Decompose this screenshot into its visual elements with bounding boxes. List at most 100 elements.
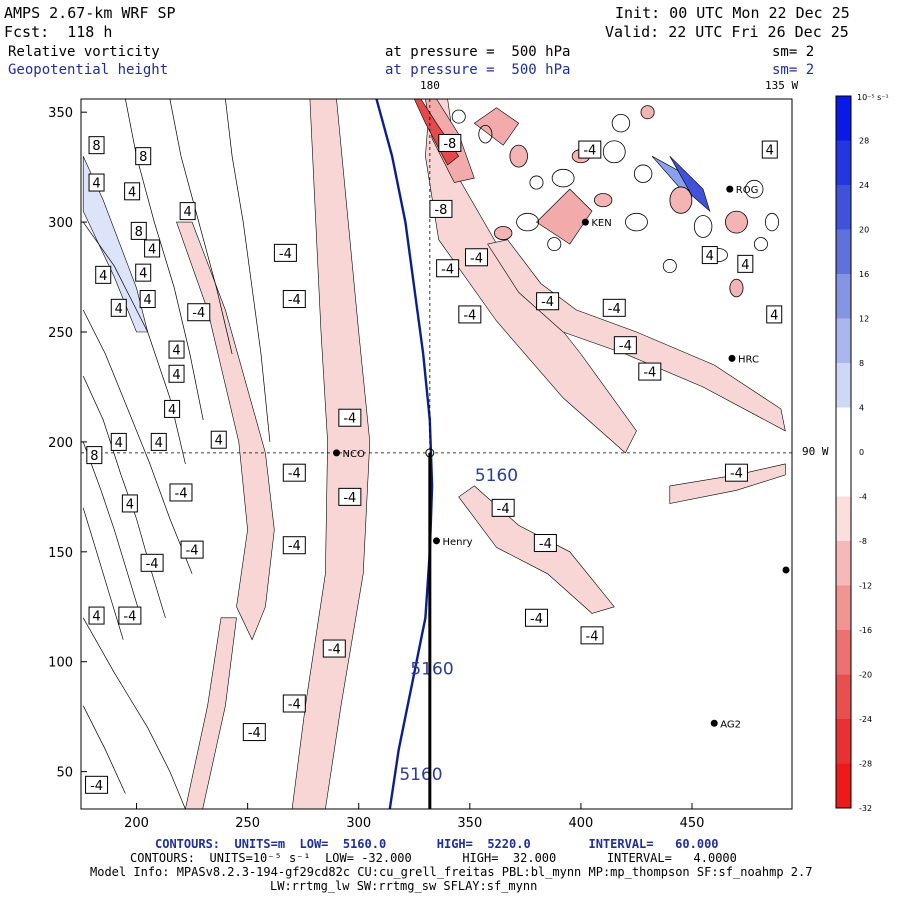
vort-label-text: 4 <box>148 242 156 257</box>
edge-marker <box>782 566 790 574</box>
colorbar-level: -32 <box>859 804 872 813</box>
vort-label: -4 <box>724 463 748 482</box>
vort-label-text: -4 <box>186 544 199 559</box>
vort-label-text: -4 <box>288 697 301 712</box>
vort-label-text: -4 <box>541 295 554 310</box>
colorbar-level: -16 <box>859 626 872 635</box>
vort-label-box <box>464 248 488 267</box>
vort-label-box <box>524 608 548 627</box>
vort-label: -4 <box>118 606 142 625</box>
vort-label: 4 <box>124 182 141 201</box>
vort-label: -4 <box>282 463 306 482</box>
y-tick-label: 200 <box>48 436 73 451</box>
vort-label-box <box>282 694 306 713</box>
vort-label-text: 8 <box>139 150 147 165</box>
vort-label: -4 <box>536 292 560 311</box>
vort-label-text: -4 <box>123 610 136 625</box>
vort-label-text: 4 <box>144 293 152 308</box>
colorbar-level: 20 <box>859 226 869 235</box>
vort-label-box <box>578 140 602 159</box>
height-contour-5160 <box>375 99 434 809</box>
vort-blob-23 <box>478 124 493 144</box>
vort-label-box <box>536 292 560 311</box>
vort-label: 4 <box>110 298 127 317</box>
vort-band-12 <box>82 156 149 333</box>
vort-label-box <box>179 202 196 221</box>
vort-blob-9 <box>725 210 748 234</box>
lon-90w-label: 90 W <box>802 445 829 458</box>
vort-contour-3 <box>82 441 142 618</box>
vort-blob-18 <box>729 278 744 298</box>
vort-label-text: -4 <box>586 629 599 644</box>
colorbar-unit: 10⁻⁵ s⁻¹ <box>857 93 889 102</box>
vort-contour-8 <box>82 617 186 809</box>
height-contours: 5160 5160 5160 <box>375 99 518 809</box>
field2-level: at pressure = 500 hPa <box>385 62 571 78</box>
colorbar-frame <box>835 95 852 809</box>
vort-band-0 <box>291 99 371 809</box>
y-tick-label: 150 <box>48 546 73 561</box>
vort-label: 4 <box>761 140 778 159</box>
vort-label: 4 <box>179 202 196 221</box>
vort-label-box <box>491 498 515 517</box>
vort-label: -4 <box>85 775 109 794</box>
colorbar-segment <box>836 630 851 675</box>
vort-label: -4 <box>242 723 266 742</box>
vort-label: 4 <box>766 305 783 324</box>
vort-label-box <box>135 147 152 166</box>
vort-label-text: 4 <box>155 436 163 451</box>
vort-blob-13 <box>516 212 539 232</box>
colorbar-level: -24 <box>859 715 872 724</box>
station-label: ROG <box>736 185 759 196</box>
vort-label-box <box>110 298 127 317</box>
vort-label-box <box>121 494 138 513</box>
vort-label-box <box>85 775 109 794</box>
height-label-1: 5160 <box>410 659 453 679</box>
vort-label-box <box>130 221 147 240</box>
colorbar-level: -12 <box>859 582 872 591</box>
vort-label-text: 4 <box>128 185 136 200</box>
vort-label: -4 <box>578 140 602 159</box>
vort-label-box <box>273 243 297 262</box>
vort-band-9 <box>473 107 520 146</box>
vort-label-box <box>242 723 266 742</box>
colorbar-segment <box>836 363 851 408</box>
colorbar-segment <box>836 229 851 275</box>
vort-label-box <box>110 432 127 451</box>
vort-label-box <box>724 463 748 482</box>
vort-label-text: 4 <box>184 205 192 220</box>
vort-contour-9 <box>82 705 126 794</box>
colorbar-segment <box>836 763 851 809</box>
field1-smooth: sm= 2 <box>772 44 815 60</box>
vort-label-box <box>766 305 783 324</box>
model-title: AMPS 2.67-km WRF SP <box>4 4 176 22</box>
vort-blob-12 <box>493 226 513 241</box>
colorbar-level: 0 <box>859 448 864 457</box>
colorbar-segment <box>836 585 851 631</box>
vort-label-box <box>88 173 105 192</box>
vort-label-text: 8 <box>90 449 98 464</box>
vort-label-text: -4 <box>463 308 476 323</box>
vort-label-box <box>338 408 362 427</box>
y-tick-label: 300 <box>48 216 73 231</box>
vort-label: 4 <box>701 246 718 265</box>
vort-label: -4 <box>464 248 488 267</box>
vort-label-box <box>458 305 482 324</box>
station-label: HRC <box>738 354 759 365</box>
lon-180-label: 180 <box>420 79 440 92</box>
vort-label-box <box>438 133 462 152</box>
vort-label: 8 <box>88 136 105 155</box>
forecast-hour: Fcst: 118 h <box>4 23 113 41</box>
vort-label-box <box>436 259 460 278</box>
vort-label-box <box>282 290 306 309</box>
vort-label-text: 4 <box>92 177 100 192</box>
vort-label-box <box>638 362 662 381</box>
vort-label: -4 <box>638 362 662 381</box>
colorbar-segment <box>836 407 851 453</box>
valid-time: Valid: 22 UTC Fri 26 Dec 25 <box>605 23 849 41</box>
colorbar-level: 4 <box>859 404 864 413</box>
axes: 200 250 300 350 400 450 50 100 150 200 250 300 350 <box>48 106 704 831</box>
vort-label: -4 <box>524 608 548 627</box>
vort-label: -4 <box>602 298 626 317</box>
